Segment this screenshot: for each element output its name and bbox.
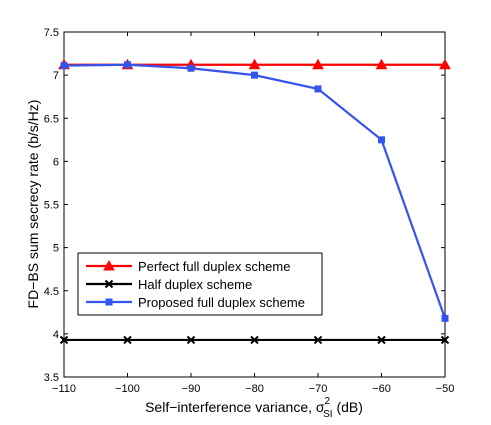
y-tick-label: 6.5 xyxy=(44,113,59,125)
series-layer xyxy=(58,58,451,345)
y-tick-label: 4.5 xyxy=(44,286,59,298)
data-point-stroke xyxy=(313,335,323,345)
legend-item: Perfect full duplex scheme xyxy=(86,259,290,274)
axis-ticks xyxy=(63,31,446,378)
x-axis-label-main: Self−interference variance, σ xyxy=(145,399,325,415)
legend-item: Proposed full duplex scheme xyxy=(86,295,305,310)
data-point-stroke xyxy=(123,335,132,345)
data-point xyxy=(440,335,450,345)
data-point xyxy=(60,62,68,70)
x-tick-label: −100 xyxy=(115,383,140,395)
legend-items: Perfect full duplex scheme Half duplex sc… xyxy=(86,259,305,310)
x-axis-label-tail: (dB) xyxy=(333,399,363,415)
data-point xyxy=(439,58,451,70)
x-tick-label: −60 xyxy=(372,383,391,395)
data-point xyxy=(248,58,261,70)
x-tick-label: −70 xyxy=(309,383,328,395)
data-point xyxy=(124,61,131,69)
y-tick-label: 7 xyxy=(53,70,59,82)
x-tick-label: −110 xyxy=(52,383,76,395)
y-tick-label: 6 xyxy=(53,156,59,168)
data-point xyxy=(441,314,449,322)
data-point xyxy=(186,335,196,345)
data-point-stroke xyxy=(250,335,259,345)
data-point xyxy=(187,64,195,72)
series-half-duplex-scheme xyxy=(59,335,450,345)
y-axis-label: FD−BS sum secrecy rate (b/s/Hz) xyxy=(25,100,41,309)
legend-marker xyxy=(104,279,114,289)
legend-marker xyxy=(103,259,115,271)
x-axis-label-sub: SI xyxy=(323,409,332,420)
legend-label: Half duplex scheme xyxy=(138,277,252,292)
series-proposed-full-duplex-scheme xyxy=(60,61,449,322)
data-point xyxy=(378,136,385,144)
x-axis-label-sup: 2 xyxy=(325,396,331,407)
x-tick-label: −80 xyxy=(245,383,264,395)
plot-area xyxy=(63,31,446,378)
data-point xyxy=(251,71,258,79)
data-point xyxy=(123,335,132,345)
legend-label: Perfect full duplex scheme xyxy=(138,259,290,274)
y-tick-label: 5.5 xyxy=(44,200,59,212)
legend: Perfect full duplex scheme Half duplex sc… xyxy=(77,252,323,316)
y-tick-label: 4 xyxy=(53,329,59,341)
y-tick-label: 3.5 xyxy=(44,372,59,384)
legend-marker xyxy=(105,298,113,306)
data-point-stroke xyxy=(59,335,69,345)
legend-marker-stroke xyxy=(104,279,114,289)
tick-labels: −110 −100 −90 −80 −70 −60 −50 3.5 4 4.5 5 5.5 6 6.5 7 7… xyxy=(44,27,455,395)
data-point-stroke xyxy=(186,335,196,345)
legend-item: Half duplex scheme xyxy=(86,277,252,292)
x-axis-label: Self−interference variance, σ2 SI (dB) xyxy=(145,396,363,420)
data-point xyxy=(314,85,322,93)
data-point-stroke xyxy=(377,335,386,345)
x-tick-label: −50 xyxy=(436,383,455,395)
data-point xyxy=(377,335,386,345)
data-point-stroke xyxy=(440,335,450,345)
data-point xyxy=(59,335,69,345)
data-point xyxy=(250,335,259,345)
legend-label: Proposed full duplex scheme xyxy=(138,295,305,310)
y-tick-label: 7.5 xyxy=(44,27,59,39)
y-tick-label: 5 xyxy=(53,243,59,255)
data-point xyxy=(312,58,324,70)
data-point xyxy=(375,58,388,70)
data-point xyxy=(313,335,323,345)
x-tick-label: −90 xyxy=(182,383,201,395)
